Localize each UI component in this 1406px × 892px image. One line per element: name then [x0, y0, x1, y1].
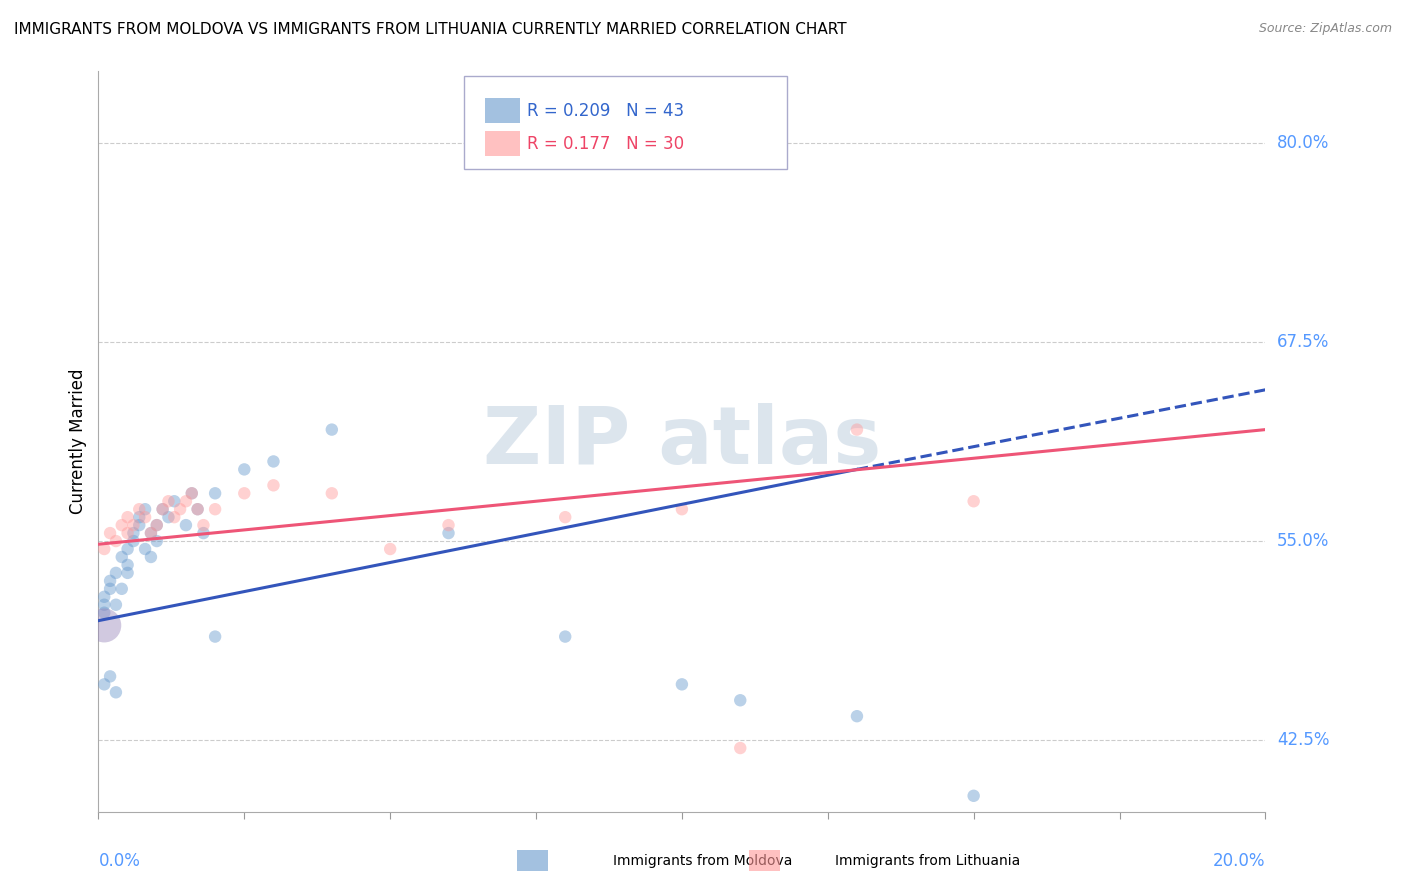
Point [152, 502, 174, 516]
Point [117, 558, 139, 572]
Point [98, 582, 121, 596]
Point [846, 709, 869, 723]
Point [174, 494, 197, 508]
Point [962, 789, 984, 803]
Point [93, 618, 115, 632]
Point [104, 598, 127, 612]
Point [117, 526, 139, 541]
Point [437, 518, 460, 533]
Point [187, 502, 209, 516]
Point [163, 510, 186, 524]
Point [104, 534, 127, 549]
Point [104, 685, 127, 699]
Point [204, 502, 226, 516]
Point [134, 541, 156, 556]
Point [146, 534, 169, 549]
Point [93, 590, 115, 604]
Point [93, 598, 115, 612]
Point [380, 541, 402, 556]
Point [139, 526, 162, 541]
Point [93, 606, 115, 620]
Point [152, 502, 174, 516]
Point [146, 518, 169, 533]
Point [962, 494, 984, 508]
Point [93, 677, 115, 691]
Point [180, 486, 202, 500]
Point [117, 566, 139, 580]
Point [730, 741, 752, 756]
Point [139, 526, 162, 541]
Point [554, 630, 576, 644]
Point [204, 630, 226, 644]
Point [157, 510, 180, 524]
Point [117, 510, 139, 524]
Point [122, 518, 145, 533]
Text: 42.5%: 42.5% [1277, 731, 1330, 749]
Point [262, 454, 284, 468]
Point [187, 502, 209, 516]
Point [321, 486, 343, 500]
Point [163, 494, 186, 508]
Point [233, 486, 256, 500]
Text: R = 0.209   N = 43: R = 0.209 N = 43 [527, 102, 685, 120]
Point [204, 486, 226, 500]
Point [671, 677, 693, 691]
Point [157, 494, 180, 508]
Point [146, 518, 169, 533]
Point [134, 502, 156, 516]
Point [193, 518, 215, 533]
Point [111, 518, 134, 533]
Point [437, 526, 460, 541]
Point [671, 502, 693, 516]
Point [111, 549, 134, 564]
Text: 67.5%: 67.5% [1277, 333, 1330, 351]
Point [122, 526, 145, 541]
Point [730, 693, 752, 707]
Point [117, 541, 139, 556]
Text: IMMIGRANTS FROM MOLDOVA VS IMMIGRANTS FROM LITHUANIA CURRENTLY MARRIED CORRELATI: IMMIGRANTS FROM MOLDOVA VS IMMIGRANTS FR… [14, 22, 846, 37]
Point [122, 534, 145, 549]
Point [128, 510, 150, 524]
Text: 20.0%: 20.0% [1213, 852, 1265, 870]
Point [321, 423, 343, 437]
Point [233, 462, 256, 476]
Point [98, 526, 121, 541]
Point [128, 518, 150, 533]
Text: Source: ZipAtlas.com: Source: ZipAtlas.com [1258, 22, 1392, 36]
Text: R = 0.177   N = 30: R = 0.177 N = 30 [527, 135, 685, 153]
Text: Immigrants from Lithuania: Immigrants from Lithuania [835, 854, 1021, 868]
Point [139, 549, 162, 564]
Text: 55.0%: 55.0% [1277, 532, 1330, 550]
Point [193, 526, 215, 541]
Text: 80.0%: 80.0% [1277, 134, 1330, 152]
Point [169, 502, 191, 516]
Y-axis label: Currently Married: Currently Married [69, 368, 87, 515]
Point [174, 518, 197, 533]
Point [93, 541, 115, 556]
Point [846, 423, 869, 437]
Text: ZIP atlas: ZIP atlas [482, 402, 882, 481]
Point [98, 669, 121, 683]
Point [134, 510, 156, 524]
Text: Immigrants from Moldova: Immigrants from Moldova [613, 854, 793, 868]
Point [554, 510, 576, 524]
Point [104, 566, 127, 580]
Point [98, 574, 121, 588]
Text: 0.0%: 0.0% [98, 852, 141, 870]
Point [111, 582, 134, 596]
Point [128, 502, 150, 516]
Point [180, 486, 202, 500]
Point [262, 478, 284, 492]
